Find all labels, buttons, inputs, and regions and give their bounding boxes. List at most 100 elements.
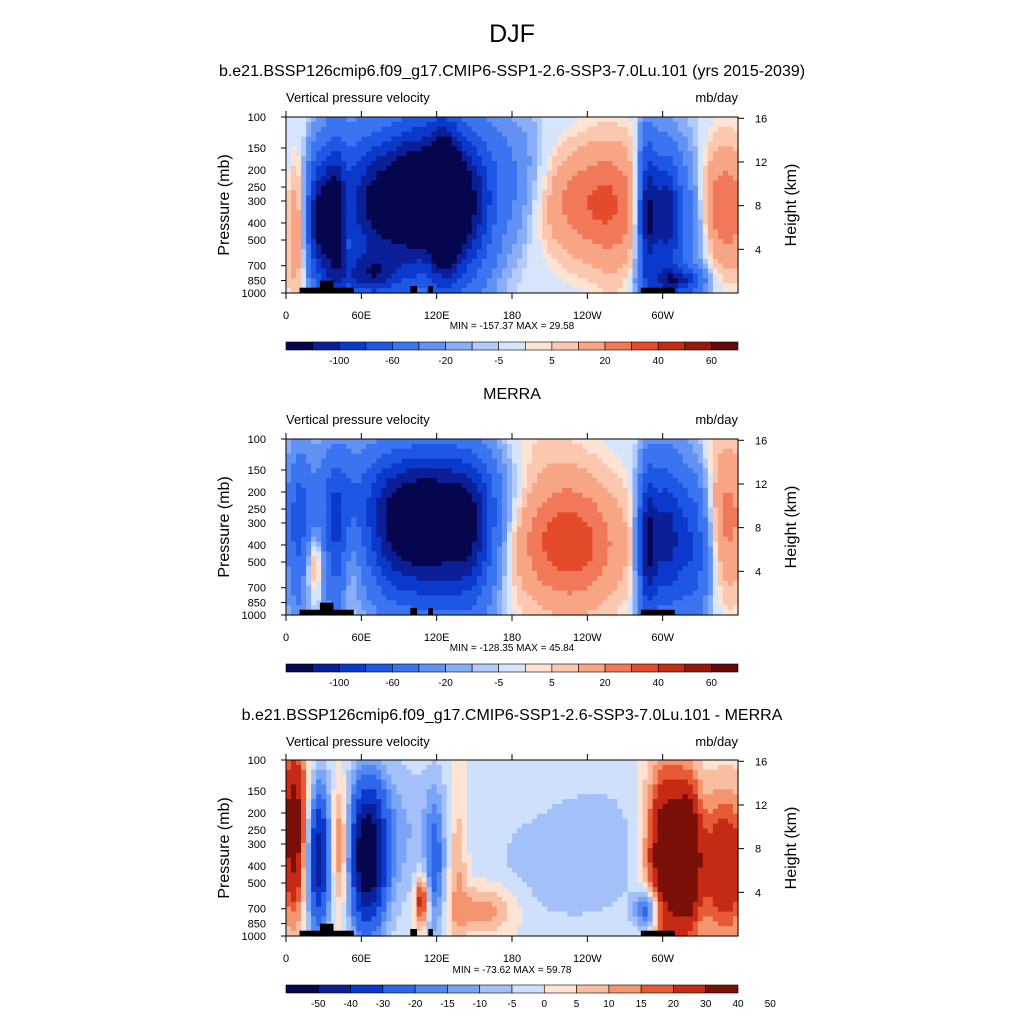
field-cell [341,268,347,275]
field-cell [411,131,418,138]
field-cell [296,278,302,284]
field-cell [532,249,538,255]
field-cell [647,180,654,187]
field-cell [597,141,603,147]
field-cell [562,439,568,445]
field-cell [471,224,478,231]
field-cell [512,458,518,465]
field-cell [692,141,699,147]
field-cell [577,478,583,484]
field-cell [446,190,453,196]
field-cell [286,165,292,172]
field-cell [291,161,297,167]
field-cell [552,200,558,206]
field-cell [341,263,347,270]
field-cell [506,151,513,157]
field-cell [632,512,639,518]
field-cell [351,214,357,221]
field-cell [506,468,513,474]
field-cell [512,283,518,289]
field-cell [431,492,438,499]
field-cell [627,507,634,513]
field-cell [587,205,593,211]
field-cell [542,185,548,191]
field-cell [732,234,739,240]
field-cell [667,175,674,182]
field-cell [351,278,357,284]
field-cell [732,263,739,270]
field-cell [612,165,619,172]
field-cell [622,224,629,231]
field-cell [431,161,438,167]
field-cell [517,121,523,128]
field-cell [527,146,533,152]
field-cell [316,165,322,172]
field-cell [301,497,307,504]
field-cell [657,483,664,489]
field-cell [522,249,528,255]
field-cell [501,273,508,279]
field-cell [637,512,644,518]
field-cell [361,458,367,465]
field-cell [517,273,523,279]
field-cell [622,522,629,528]
field-cell [426,219,433,226]
field-cell [542,258,548,265]
field-cell [431,468,438,474]
field-cell [592,517,598,523]
field-cell [311,278,317,284]
field-cell [657,268,664,275]
field-cell [587,185,593,191]
field-cell [707,278,714,284]
field-cell [341,209,347,216]
field-cell [396,497,403,504]
field-cell [607,443,614,450]
field-cell [486,527,493,533]
field-cell [722,244,729,250]
field-cell [652,458,659,465]
field-cell [677,195,684,201]
field-cell [381,175,388,182]
field-cell [657,141,664,147]
field-cell [296,239,302,245]
field-cell [682,146,689,152]
field-cell [717,136,724,143]
field-cell [672,249,679,255]
field-cell [532,161,538,167]
field-cell [351,205,357,211]
field-cell [386,487,393,494]
field-cell [451,200,458,206]
field-cell [501,200,508,206]
field-cell [491,219,498,226]
field-cell [727,141,734,147]
field-cell [667,448,674,455]
field-cell [732,190,739,196]
field-cell [386,195,393,201]
field-cell [577,249,583,255]
field-cell [351,249,357,255]
field-cell [717,522,724,528]
field-cell [331,473,337,479]
field-cell [692,175,699,182]
field-cell [682,185,689,191]
field-cell [476,146,483,152]
field-cell [617,200,624,206]
field-cell [532,263,538,270]
field-cell [567,507,573,513]
field-cell [506,458,513,465]
field-cell [577,190,583,196]
field-cell [456,268,463,275]
field-cell [552,278,558,284]
field-cell [607,263,614,270]
field-cell [727,229,734,235]
field-cell [597,478,603,484]
field-cell [416,478,423,484]
field-cell [547,487,553,494]
field-cell [592,288,598,294]
field-cell [406,200,413,206]
field-cell [672,478,679,484]
field-cell [456,253,463,260]
field-cell [642,283,649,289]
field-cell [677,234,684,240]
